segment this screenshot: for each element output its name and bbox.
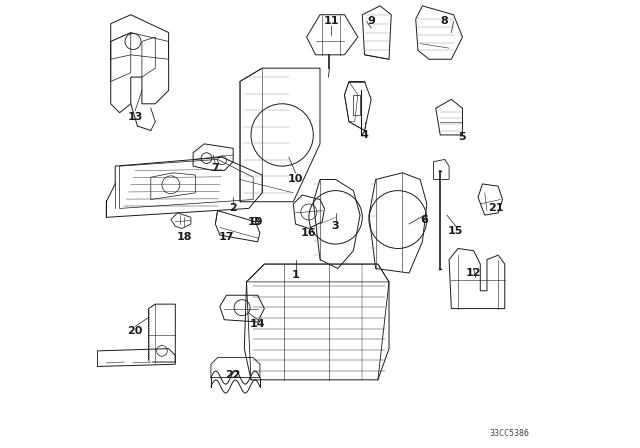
Text: 4: 4	[360, 130, 369, 140]
Text: 18: 18	[177, 233, 192, 242]
Text: 21: 21	[488, 203, 504, 213]
Text: 10: 10	[288, 174, 303, 185]
Text: 1: 1	[292, 270, 300, 280]
Text: 17: 17	[219, 233, 234, 242]
Text: 13: 13	[127, 112, 143, 122]
Text: 3: 3	[332, 221, 339, 231]
Text: 19: 19	[248, 217, 263, 227]
Text: 15: 15	[448, 226, 463, 236]
Text: 16: 16	[301, 228, 317, 238]
Text: 11: 11	[323, 17, 339, 26]
Text: 14: 14	[250, 319, 266, 329]
Text: 2: 2	[229, 203, 237, 213]
Text: 20: 20	[127, 326, 143, 336]
Text: 12: 12	[466, 268, 481, 278]
Text: 33CC5386: 33CC5386	[489, 429, 529, 438]
Text: 9: 9	[367, 17, 375, 26]
Text: 5: 5	[459, 132, 467, 142]
Text: 7: 7	[211, 164, 220, 173]
Text: 8: 8	[441, 17, 449, 26]
Text: 6: 6	[420, 215, 429, 224]
Text: 22: 22	[225, 370, 241, 380]
